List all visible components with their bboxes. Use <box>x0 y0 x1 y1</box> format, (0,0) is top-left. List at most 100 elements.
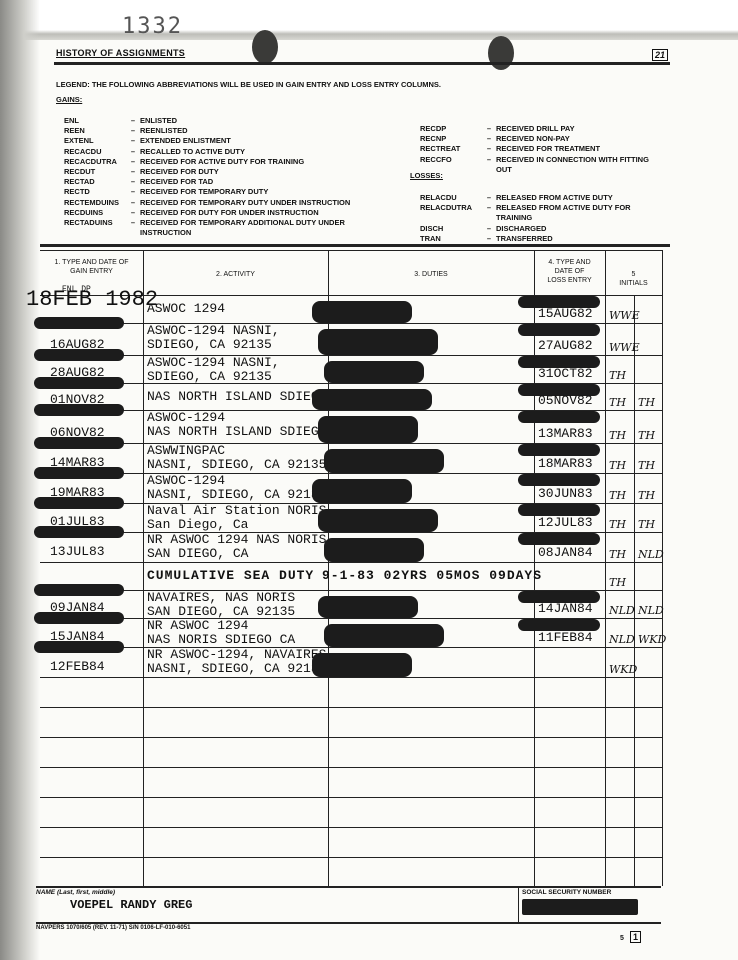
legend-dash: – <box>486 154 492 164</box>
legend-dash: – <box>130 146 136 156</box>
legend-abbr: RELACDU <box>420 193 457 202</box>
row-line <box>40 647 662 648</box>
initials: WKD <box>638 633 667 646</box>
legend-dash: – <box>486 223 492 233</box>
legend-dash: – <box>486 144 492 154</box>
legend-abbr: RELACDUTRA <box>420 203 473 213</box>
gain-type-redaction <box>34 612 124 624</box>
column-header: 1. TYPE AND DATE OF GAIN ENTRY <box>54 259 129 275</box>
legend-entry: RECDP – RECEIVED DRILL PAY <box>420 124 666 134</box>
legend-meaning: RECEIVED FOR TREATMENT <box>496 144 601 154</box>
legend-dash: – <box>130 156 136 166</box>
legend-entry: RECTEMDUINS – RECEIVED FOR TEMPORARY DUTY … <box>64 198 360 208</box>
row-line <box>40 473 662 474</box>
gain-type-redaction <box>34 349 124 361</box>
initials: TH <box>609 489 626 502</box>
loss-type-redaction <box>518 324 600 336</box>
legend-abbr: RECCFO <box>420 154 452 164</box>
duties-redaction <box>312 389 432 410</box>
loss-date: 27AUG82 <box>538 338 593 353</box>
initials: TH <box>609 459 626 472</box>
gain-type-redaction <box>34 404 124 416</box>
legend-dash: – <box>130 197 136 207</box>
initials: TH <box>638 518 655 531</box>
legend-entry: REEN – REENLISTED <box>64 126 360 136</box>
legend-meaning: REENLISTED <box>140 126 188 136</box>
legend-meaning: RELEASED FROM ACTIVE DUTY <box>496 193 613 202</box>
row-line <box>40 827 662 828</box>
duties-redaction <box>312 301 412 323</box>
row-line <box>40 857 662 858</box>
row-line <box>40 562 662 563</box>
legend-abbr: REEN <box>64 126 85 136</box>
legend-meaning: RECEIVED FOR DUTY <box>140 167 219 177</box>
legend-entry: RECCFO – RECEIVED IN CONNECTION WITH FITTI… <box>420 155 666 175</box>
initials: WKD <box>609 663 638 676</box>
legend-dash: – <box>130 207 136 217</box>
gains-right-list: RECDP – RECEIVED DRILL PAY RECNP – RECEIVED N… <box>420 124 666 175</box>
column-header: 4. TYPE AND DATE OF LOSS ENTRY <box>547 259 592 284</box>
activity-text: ASWOC-1294 NASNI, <box>147 323 280 338</box>
header-rule <box>54 62 670 65</box>
loss-date: 30JUN83 <box>538 486 593 501</box>
loss-type-redaction <box>518 533 600 545</box>
legend-abbr: RECDUINS <box>64 207 104 217</box>
stamp-number: 1332 <box>122 14 183 39</box>
loss-type-redaction <box>518 356 600 368</box>
activity-text: NR ASWOC 1294 <box>147 618 249 633</box>
legend-entry: RECACDU – RECALLED TO ACTIVE DUTY <box>64 147 360 157</box>
legend-meaning: RELEASED FROM ACTIVE DUTY FOR TRAINING <box>496 203 631 223</box>
ssn-label: SOCIAL SECURITY NUMBER <box>522 889 612 896</box>
initials: TH <box>609 429 626 442</box>
legend-intro: LEGEND: THE FOLLOWING ABBREVIATIONS WILL… <box>56 80 442 89</box>
activity-text: ASWOC-1294 NASNI, <box>147 355 280 370</box>
page-box: 21 <box>652 49 669 61</box>
legend-entry: RECTREAT – RECEIVED FOR TREATMENT <box>420 144 666 154</box>
legend-dash: – <box>130 218 136 228</box>
gain-type-redaction <box>34 526 124 538</box>
loss-date: 15AUG82 <box>538 306 593 321</box>
losses-label: LOSSES: <box>410 171 443 180</box>
legend-meaning: RECEIVED FOR TEMPORARY DUTY UNDER INSTRU… <box>140 197 351 207</box>
legend-meaning: RECALLED TO ACTIVE DUTY <box>140 146 246 156</box>
legend-entry: RELACDUTRA – RELEASED FROM ACTIVE DUTY FOR… <box>420 203 666 223</box>
loss-type-redaction <box>518 619 600 631</box>
activity-text: ASWOC-1294 <box>147 473 226 488</box>
row-line <box>40 355 662 356</box>
row-line <box>40 410 662 411</box>
legend-abbr: EXTENL <box>64 136 94 146</box>
legend-abbr: TRAN <box>420 233 441 243</box>
initials: NLD <box>609 633 635 646</box>
loss-type-redaction <box>518 591 600 603</box>
legend-entry: RECTADUINS – RECEIVED FOR TEMPORARY ADDITI… <box>64 218 360 238</box>
legend-dash: – <box>130 136 136 146</box>
duties-redaction <box>318 509 438 532</box>
duties-redaction <box>324 449 444 473</box>
duties-text: 9-1-83 02YRS 05MOS 09DAYS <box>322 568 543 583</box>
legend-entry: RECDUINS – RECEIVED FOR DUTY FOR UNDER INS… <box>64 208 360 218</box>
legend-abbr: RECACDU <box>64 146 102 156</box>
legend-dash: – <box>486 233 492 243</box>
row-line <box>40 797 662 798</box>
activity-text: ASWWINGPAC <box>147 443 226 458</box>
loss-date: 13MAR83 <box>538 426 593 441</box>
gain-date: 06NOV82 <box>50 425 105 440</box>
gain-date: 12FEB84 <box>50 659 105 674</box>
legend-entry: RECACDUTRA – RECEIVED FOR ACTIVE DUTY FOR … <box>64 157 360 167</box>
legend-abbr: DISCH <box>420 223 444 233</box>
legend-meaning: RECEIVED FOR TEMPORARY ADDITIONAL DUTY U… <box>140 218 345 238</box>
initials: TH <box>638 396 655 409</box>
legend-meaning: RECEIVED FOR TAD <box>140 177 214 187</box>
legend-meaning: TRANSFERRED <box>496 233 553 243</box>
legend-abbr: RECACDUTRA <box>64 156 117 166</box>
duties-redaction <box>318 329 438 355</box>
activity-text: NASNI, SDIEGO, CA 92135 <box>147 457 327 472</box>
legend-meaning: RECEIVED FOR TEMPORARY DUTY <box>140 187 269 197</box>
punch-hole <box>252 30 278 64</box>
column-line <box>328 250 329 886</box>
activity-text: SAN DIEGO, CA 92135 <box>147 604 296 619</box>
legend-abbr: RECTEMDUINS <box>64 197 120 207</box>
duties-redaction <box>324 538 424 562</box>
legend-meaning: DISCHARGED <box>496 223 547 233</box>
ssn-redaction <box>522 899 638 915</box>
